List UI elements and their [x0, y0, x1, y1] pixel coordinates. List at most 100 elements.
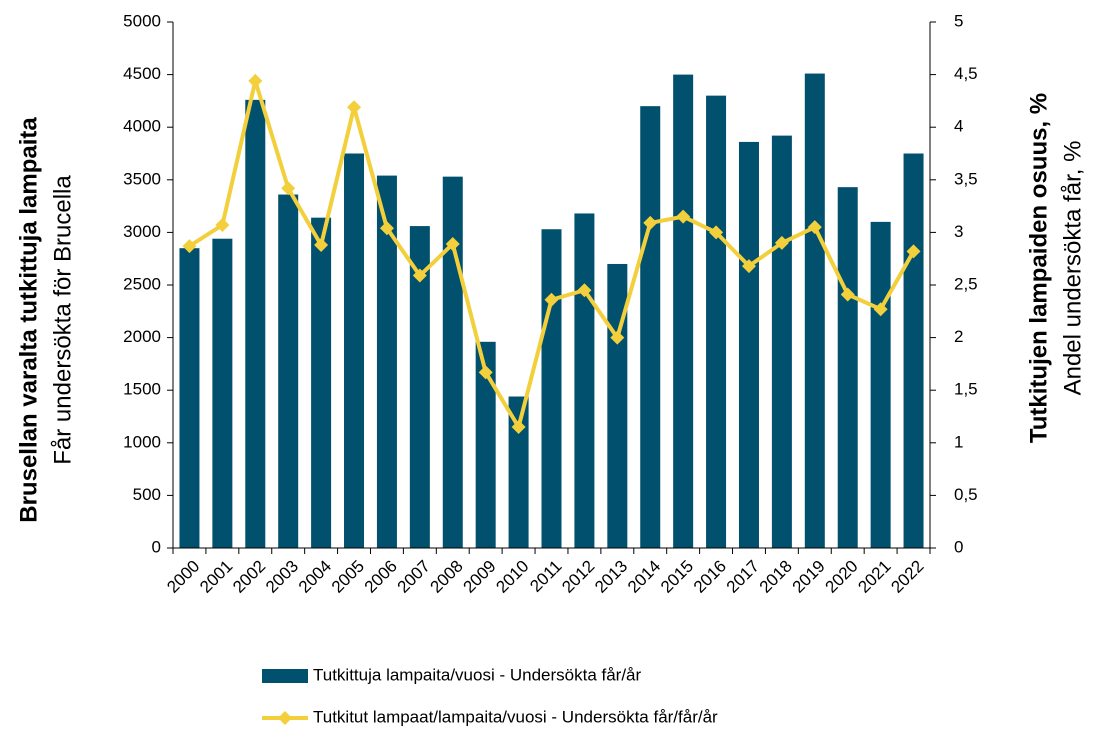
- line-marker: [278, 711, 292, 725]
- bar: [442, 176, 463, 549]
- y2-tick-label: 3: [954, 222, 963, 241]
- x-tick-label: 2002: [229, 557, 269, 597]
- line-marker: [248, 73, 263, 88]
- line-marker: [215, 218, 230, 233]
- x-tick-label: 2007: [394, 557, 434, 597]
- y2-tick-label: 4,5: [954, 64, 978, 83]
- line-marker: [281, 181, 296, 196]
- y2-axis-title: Tutkitujen lampaiden osuus, %: [1025, 93, 1052, 443]
- y-tick-label: 0: [152, 537, 161, 556]
- y2-tick-label: 3,5: [954, 169, 978, 188]
- bar: [344, 153, 365, 548]
- y2-tick-label: 2,5: [954, 274, 978, 293]
- x-tick-label: 2006: [361, 557, 401, 597]
- bar: [311, 217, 332, 548]
- bar: [541, 229, 562, 548]
- bar: [804, 73, 825, 548]
- bar: [245, 99, 266, 549]
- bar: [409, 226, 430, 548]
- x-tick-label: 2020: [822, 557, 862, 597]
- bar: [673, 74, 694, 548]
- line-marker: [873, 302, 888, 317]
- x-tick-label: 2009: [459, 557, 499, 597]
- line-marker: [741, 259, 756, 274]
- line-marker: [379, 221, 394, 236]
- y2-tick-label: 1,5: [954, 380, 978, 399]
- bar: [475, 341, 496, 548]
- x-tick-label: 2014: [624, 557, 664, 597]
- y-tick-label: 1000: [123, 432, 161, 451]
- bar: [771, 135, 792, 548]
- x-tick-label: 2017: [723, 557, 763, 597]
- x-tick-label: 2019: [789, 557, 829, 597]
- bar: [607, 263, 628, 548]
- line-marker: [807, 220, 822, 235]
- line-marker: [511, 420, 526, 435]
- line-marker: [445, 236, 460, 251]
- x-tick-label: 2013: [591, 557, 631, 597]
- line-marker: [478, 365, 493, 380]
- y-tick-label: 5000: [123, 11, 161, 30]
- legend-label: Tutkittuja lampaita/vuosi - Undersökta f…: [313, 665, 642, 684]
- line-marker: [412, 268, 427, 283]
- x-tick-label: 2004: [295, 557, 335, 597]
- line-marker: [577, 283, 592, 298]
- x-tick-label: 2021: [854, 557, 894, 597]
- bar: [574, 213, 595, 549]
- y-tick-label: 2500: [123, 274, 161, 293]
- line-marker: [182, 239, 197, 254]
- bar: [903, 153, 924, 548]
- y-tick-label: 2000: [123, 327, 161, 346]
- bar: [212, 238, 233, 548]
- x-tick-label: 2022: [887, 557, 927, 597]
- y2-tick-label: 2: [954, 327, 963, 346]
- y2-tick-label: 1: [954, 432, 963, 451]
- bar: [278, 194, 299, 548]
- bar: [376, 175, 397, 549]
- line-marker: [676, 209, 691, 224]
- y-tick-label: 4000: [123, 117, 161, 136]
- bar: [508, 396, 529, 548]
- line-marker: [610, 330, 625, 345]
- line-marker: [314, 238, 329, 253]
- x-tick-label: 2015: [657, 557, 697, 597]
- legend-label: Tutkitut lampaat/lampaita/vuosi - Unders…: [313, 707, 718, 726]
- x-tick-label: 2010: [492, 557, 532, 597]
- line-marker: [544, 292, 559, 307]
- line-marker: [643, 215, 658, 230]
- x-tick-label: 2005: [328, 557, 368, 597]
- line-marker: [774, 235, 789, 250]
- bar: [640, 106, 661, 548]
- bar: [738, 141, 759, 549]
- legend-swatch: [262, 669, 308, 683]
- line-marker: [840, 287, 855, 302]
- y-axis-title: Brusellan varalta tutkittuja lampaita: [15, 117, 42, 523]
- bar: [179, 248, 200, 548]
- y2-tick-label: 5: [954, 11, 963, 30]
- x-tick-label: 2016: [690, 557, 730, 597]
- line-marker: [347, 100, 362, 115]
- y2-tick-label: 0: [954, 537, 963, 556]
- line-marker: [906, 244, 921, 259]
- y2-tick-label: 0,5: [954, 485, 978, 504]
- x-tick-label: 2001: [196, 557, 236, 597]
- bar: [870, 221, 891, 548]
- x-tick-label: 2000: [163, 557, 203, 597]
- y-axis-subtitle: Får undersökta för Brucella: [49, 175, 76, 465]
- x-tick-label: 2008: [427, 557, 467, 597]
- line-marker: [709, 225, 724, 240]
- x-tick-label: 2018: [756, 557, 796, 597]
- y2-tick-label: 4: [954, 117, 963, 136]
- y-tick-label: 4500: [123, 64, 161, 83]
- y-tick-label: 3500: [123, 169, 161, 188]
- bar: [837, 187, 858, 548]
- x-tick-label: 2012: [558, 557, 598, 597]
- x-tick-label: 2011: [526, 557, 565, 596]
- bar: [706, 95, 727, 548]
- y-tick-label: 1500: [123, 380, 161, 399]
- y-tick-label: 500: [133, 485, 161, 504]
- y2-axis-subtitle: Andel undersökta får, %: [1059, 141, 1086, 396]
- x-tick-label: 2003: [262, 557, 302, 597]
- y-tick-label: 3000: [123, 222, 161, 241]
